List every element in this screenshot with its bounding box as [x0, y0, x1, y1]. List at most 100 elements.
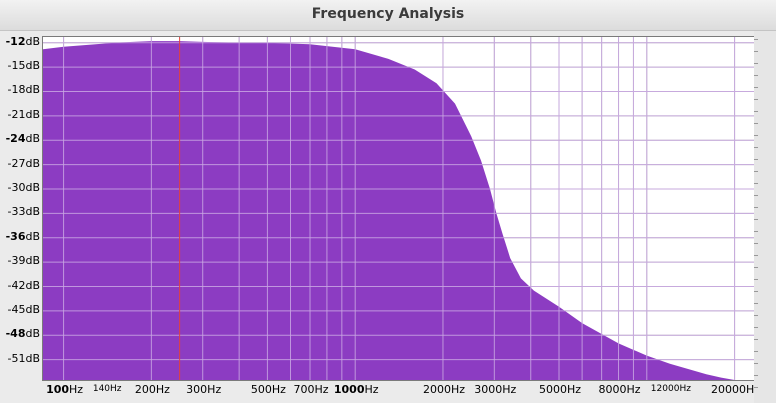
- x-tick-unit: Hz: [679, 384, 691, 394]
- x-tick-number: 140: [92, 384, 111, 394]
- y-tick-number: -18: [7, 83, 26, 97]
- x-tick-number: 2000: [422, 383, 451, 396]
- y-tick-unit: dB: [25, 229, 40, 243]
- ruler-tick: [754, 123, 758, 124]
- y-tick-number: -30: [7, 180, 26, 194]
- window-title: Frequency Analysis: [311, 6, 465, 22]
- x-tick-label: 500Hz: [251, 383, 286, 396]
- y-tick-number: -15: [7, 59, 26, 73]
- ruler-tick: [754, 171, 758, 172]
- y-tick-unit: dB: [25, 107, 40, 121]
- x-tick-label: 200Hz: [135, 383, 170, 396]
- ruler-tick: [754, 111, 758, 112]
- ruler-tick: [754, 363, 758, 364]
- y-tick-number: -27: [7, 156, 26, 170]
- y-tick-label: -42dB: [8, 279, 41, 292]
- y-tick-label: -30dB: [8, 181, 41, 194]
- ruler-tick: [754, 327, 758, 328]
- x-tick-label: 2000Hz: [423, 383, 465, 396]
- ruler-tick: [754, 351, 758, 352]
- analysis-panel: -12dB -15dB -18dB -21dB -24dB -27dB -30dB -33dB…: [0, 31, 776, 403]
- y-tick-unit: dB: [25, 278, 40, 292]
- x-tick-number: 8000: [598, 383, 627, 396]
- vertical-scale-ruler: [754, 31, 776, 403]
- ruler-tick: [754, 315, 758, 316]
- x-tick-number: 500: [250, 383, 272, 396]
- x-tick-label: 700Hz: [293, 383, 328, 396]
- x-tick-number: 20000: [711, 383, 747, 396]
- ruler-tick: [754, 207, 758, 208]
- x-tick-unit: Hz: [626, 383, 641, 396]
- y-tick-label: -12dB: [6, 35, 40, 48]
- y-tick-number: -24: [5, 132, 26, 146]
- x-tick-number: 3000: [474, 383, 503, 396]
- y-tick-number: -51: [7, 351, 26, 365]
- y-tick-unit: dB: [25, 59, 40, 73]
- ruler-tick: [754, 183, 758, 184]
- x-tick-label: 5000Hz: [539, 383, 581, 396]
- x-tick-label: 100Hz: [46, 383, 83, 396]
- y-tick-label: -48dB: [6, 327, 40, 340]
- ruler-tick: [754, 279, 758, 280]
- x-tick-label: 140Hz: [93, 384, 122, 394]
- y-tick-label: -45dB: [8, 303, 41, 316]
- x-tick-number: 5000: [538, 383, 567, 396]
- x-axis-labels: 100Hz 140Hz 200Hz 300Hz 500Hz 700Hz 1000Hz 2000…: [0, 381, 776, 403]
- x-tick-unit: Hz: [566, 383, 582, 396]
- spectrum-chart: [43, 37, 755, 380]
- y-tick-number: -33: [7, 205, 26, 219]
- y-tick-label: -33dB: [8, 205, 41, 218]
- y-tick-label: -18dB: [8, 83, 41, 96]
- ruler-tick: [754, 135, 758, 136]
- x-tick-label: 8000Hz: [599, 383, 641, 396]
- ruler-tick: [754, 195, 758, 196]
- y-tick-label: -21dB: [8, 108, 41, 121]
- y-tick-label: -51dB: [8, 352, 41, 365]
- ruler-tick: [754, 255, 758, 256]
- ruler-tick: [754, 291, 758, 292]
- y-tick-unit: dB: [25, 34, 40, 48]
- ruler-tick: [754, 87, 758, 88]
- x-tick-label: 1000Hz: [334, 383, 379, 396]
- y-tick-unit: dB: [25, 254, 40, 268]
- y-tick-number: -12: [5, 34, 26, 48]
- x-tick-unit: Hz: [207, 383, 222, 396]
- ruler-tick: [754, 75, 758, 76]
- ruler-tick: [754, 267, 758, 268]
- y-tick-label: -39dB: [8, 254, 41, 267]
- ruler-tick: [754, 243, 758, 244]
- x-tick-unit: Hz: [155, 383, 170, 396]
- ruler-tick: [754, 375, 758, 376]
- y-tick-number: -21: [7, 107, 26, 121]
- x-tick-unit: Hz: [271, 383, 286, 396]
- x-tick-unit: Hz: [502, 383, 517, 396]
- y-tick-label: -15dB: [8, 59, 41, 72]
- y-tick-unit: dB: [25, 302, 40, 316]
- y-tick-label: -24dB: [6, 132, 40, 145]
- y-tick-unit: dB: [25, 83, 40, 97]
- y-tick-number: -42: [7, 278, 26, 292]
- ruler-tick: [754, 339, 758, 340]
- y-tick-number: -45: [7, 302, 26, 316]
- ruler-tick: [754, 231, 758, 232]
- y-axis-labels: -12dB -15dB -18dB -21dB -24dB -27dB -30dB -33dB…: [0, 31, 42, 403]
- x-tick-number: 200: [134, 383, 156, 396]
- x-tick-number: 12000: [650, 384, 680, 394]
- x-tick-number: 1000: [333, 383, 365, 396]
- x-tick-label: 20000Hz: [711, 383, 760, 396]
- x-tick-unit: Hz: [314, 383, 329, 396]
- ruler-tick: [754, 147, 758, 148]
- x-tick-unit: Hz: [450, 383, 465, 396]
- spectrum-plot[interactable]: [42, 36, 756, 381]
- ruler-tick: [754, 387, 758, 388]
- y-tick-unit: dB: [25, 205, 40, 219]
- ruler-tick: [754, 159, 758, 160]
- x-tick-number: 100: [46, 383, 70, 396]
- x-tick-label: 300Hz: [186, 383, 221, 396]
- window-titlebar: Frequency Analysis: [0, 0, 776, 31]
- x-tick-unit: Hz: [110, 384, 122, 394]
- ruler-tick: [754, 63, 758, 64]
- ruler-tick: [754, 51, 758, 52]
- y-tick-label: -36dB: [6, 230, 40, 243]
- x-tick-unit: Hz: [364, 383, 379, 396]
